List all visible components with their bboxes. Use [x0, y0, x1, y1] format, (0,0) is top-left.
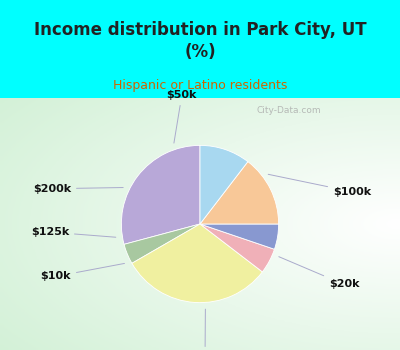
Text: $75k: $75k — [190, 309, 220, 350]
Wedge shape — [124, 224, 200, 263]
Wedge shape — [200, 162, 279, 224]
Wedge shape — [200, 224, 279, 249]
Text: $125k: $125k — [31, 227, 116, 237]
Wedge shape — [200, 224, 274, 272]
Text: $100k: $100k — [268, 174, 371, 197]
Wedge shape — [200, 145, 248, 224]
Text: City-Data.com: City-Data.com — [256, 106, 321, 114]
Text: Income distribution in Park City, UT
(%): Income distribution in Park City, UT (%) — [34, 21, 366, 61]
Text: $200k: $200k — [33, 184, 123, 194]
Wedge shape — [121, 145, 200, 244]
Text: Hispanic or Latino residents: Hispanic or Latino residents — [113, 79, 287, 92]
Text: $20k: $20k — [279, 257, 360, 289]
Wedge shape — [132, 224, 262, 303]
Text: $50k: $50k — [167, 90, 197, 143]
Text: $10k: $10k — [40, 264, 124, 281]
